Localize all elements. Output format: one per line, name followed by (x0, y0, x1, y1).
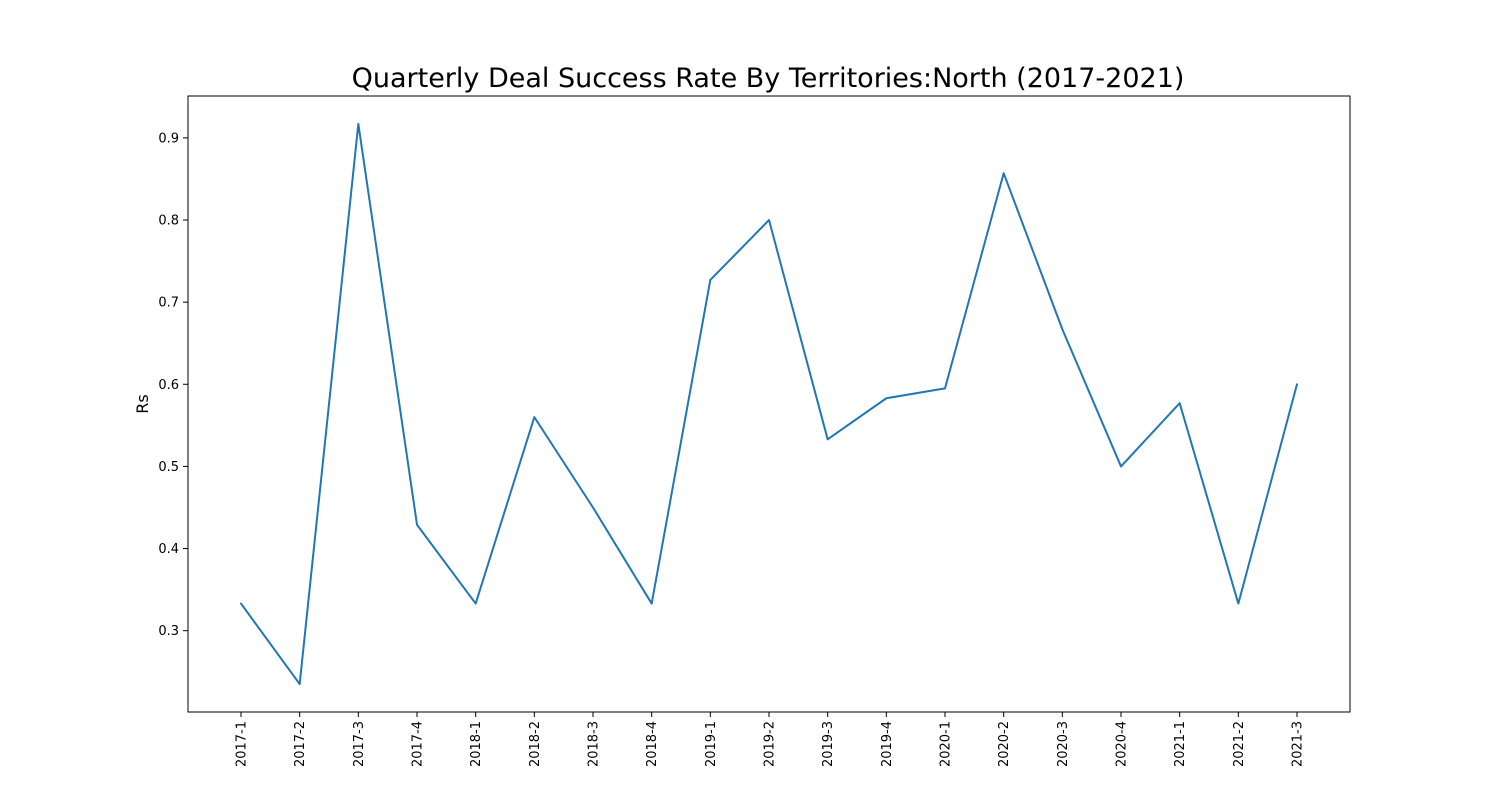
x-tick-label: 2020-4 (1115, 721, 1130, 767)
x-tick-label: 2019-2 (763, 721, 778, 767)
y-tick-label: 0.6 (158, 378, 179, 393)
x-tick-label: 2017-4 (411, 721, 426, 767)
chart-title: Quarterly Deal Success Rate By Territori… (352, 63, 1185, 94)
x-tick-label: 2018-2 (528, 721, 543, 767)
y-tick-label: 0.7 (158, 296, 179, 311)
x-tick-label: 2019-1 (704, 721, 719, 767)
x-tick-label: 2018-3 (587, 721, 602, 767)
x-tick-label: 2017-1 (235, 721, 250, 767)
series-line (240, 122, 1298, 686)
plot-area: 0.3 0.4 0.5 0.6 0.7 0.8 0.9 2017-1 2017-2 2017-3 2… (158, 122, 1306, 767)
x-tick-label: 2020-1 (939, 721, 954, 767)
x-tick-label: 2017-3 (352, 721, 367, 767)
x-tick-label: 2019-4 (880, 721, 895, 767)
x-tick-label: 2021-2 (1232, 721, 1247, 767)
x-tick-label: 2018-4 (645, 721, 660, 767)
x-tick-label: 2021-3 (1291, 721, 1306, 767)
y-tick-label: 0.4 (158, 542, 179, 557)
x-tick-label: 2020-3 (1056, 721, 1071, 767)
y-axis-label: Rs (133, 394, 152, 413)
axes-frame (187, 95, 1351, 713)
x-tick-label: 2018-1 (469, 721, 484, 767)
y-tick-label: 0.9 (158, 131, 179, 146)
y-tick-label: 0.5 (158, 460, 179, 475)
x-tick-label: 2019-3 (821, 721, 836, 767)
y-tick-label: 0.3 (158, 624, 179, 639)
x-tick-label: 2020-2 (997, 721, 1012, 767)
x-tick-label: 2017-2 (293, 721, 308, 767)
y-tick-label: 0.8 (158, 214, 179, 229)
x-tick-label: 2021-1 (1173, 721, 1188, 767)
